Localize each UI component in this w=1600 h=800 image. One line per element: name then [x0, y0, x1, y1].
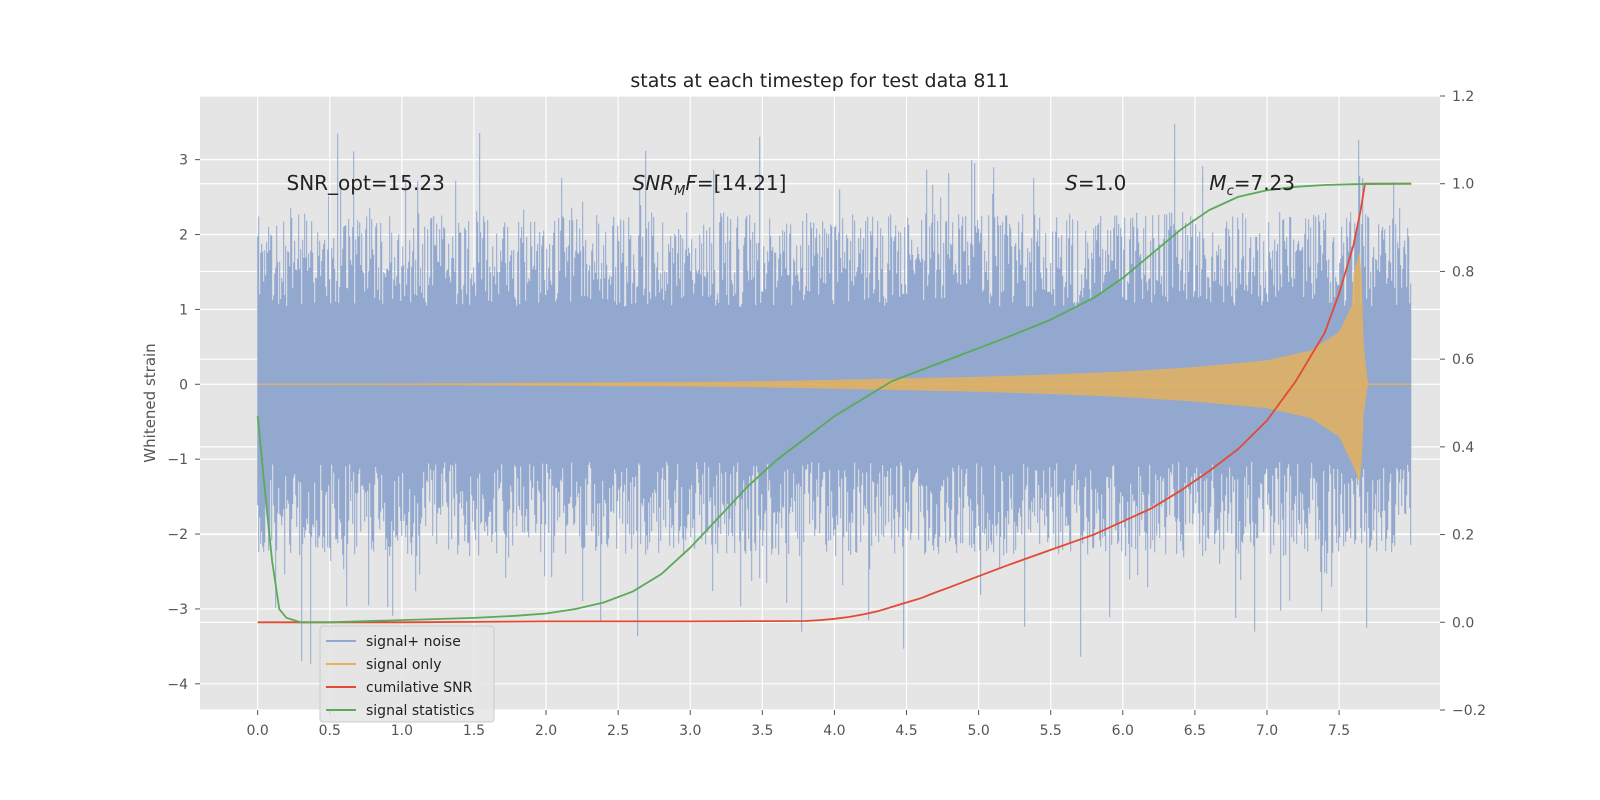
annotation-text: S=1.0	[1065, 171, 1126, 195]
y-tick-label: 0	[179, 377, 188, 393]
x-tick-label: 0.0	[247, 723, 269, 739]
y2-tick-label: 0.2	[1452, 528, 1474, 544]
y2-tick-label: 1.0	[1452, 177, 1474, 193]
legend-box	[319, 625, 495, 723]
x-tick-label: 3.0	[679, 723, 701, 739]
x-tick-label: 7.0	[1256, 723, 1278, 739]
x-tick-label: 6.5	[1184, 723, 1206, 739]
x-tick-label: 6.0	[1112, 723, 1134, 739]
x-tick-label: 7.5	[1328, 723, 1350, 739]
legend-label: signal statistics	[366, 703, 474, 719]
cumulative-snr-line	[257, 182, 1412, 624]
x-tick-label: 2.0	[535, 723, 557, 739]
y-tick-label: −4	[167, 677, 188, 693]
x-tick-label: 4.0	[823, 723, 845, 739]
signal-series	[257, 251, 1412, 483]
tick-labels: 0.0 0.5 1.0 1.5 2.0 2.5 3.0 3.5 4.0 4.5 5.0 5.5 6.0 6…	[167, 89, 1486, 739]
x-tick-label: 4.5	[895, 723, 917, 739]
annotation-text: Mc=7.23	[1209, 171, 1295, 199]
annotations: SNR_opt=15.23 SNRMF=[14.21] S=1.0 Mc=7.23	[287, 171, 1296, 199]
annotation-text: SNRMF=[14.21]	[633, 171, 787, 199]
x-tick-label: 5.0	[967, 723, 989, 739]
y-tick-label: 3	[179, 153, 188, 169]
y2-tick-label: 0.6	[1452, 352, 1474, 368]
legend-label: cumilative SNR	[366, 680, 473, 696]
x-tick-label: 0.5	[319, 723, 341, 739]
x-tick-label: 1.5	[463, 723, 485, 739]
y-tick-label: 2	[179, 228, 188, 244]
y2-tick-label: 0.8	[1452, 264, 1474, 280]
legend-label: signal only	[366, 657, 441, 673]
y-tick-label: −3	[167, 602, 188, 618]
x-tick-label: 3.5	[751, 723, 773, 739]
y2-tick-label: 0.0	[1452, 615, 1474, 631]
x-tick-label: 5.5	[1040, 723, 1062, 739]
y-axis-label: Whitened strain	[141, 343, 159, 462]
x-tick-label: 1.0	[391, 723, 413, 739]
line-series	[256, 182, 1412, 624]
x-tick-label: 2.5	[607, 723, 629, 739]
legend: signal+ noise signal only cumilative SNR si…	[319, 625, 495, 723]
y2-tick-label: −0.2	[1452, 703, 1486, 719]
annotation-text: SNR_opt=15.23	[287, 171, 445, 195]
chart-title: stats at each timestep for test data 811	[630, 70, 1009, 92]
y-tick-label: 1	[179, 302, 188, 318]
y2-tick-label: 0.4	[1452, 440, 1474, 456]
signal-statistics-line	[256, 182, 1412, 624]
y2-tick-label: 1.2	[1452, 89, 1474, 105]
y-tick-label: −2	[167, 527, 188, 543]
y-tick-label: −1	[167, 452, 188, 468]
legend-label: signal+ noise	[366, 634, 461, 650]
